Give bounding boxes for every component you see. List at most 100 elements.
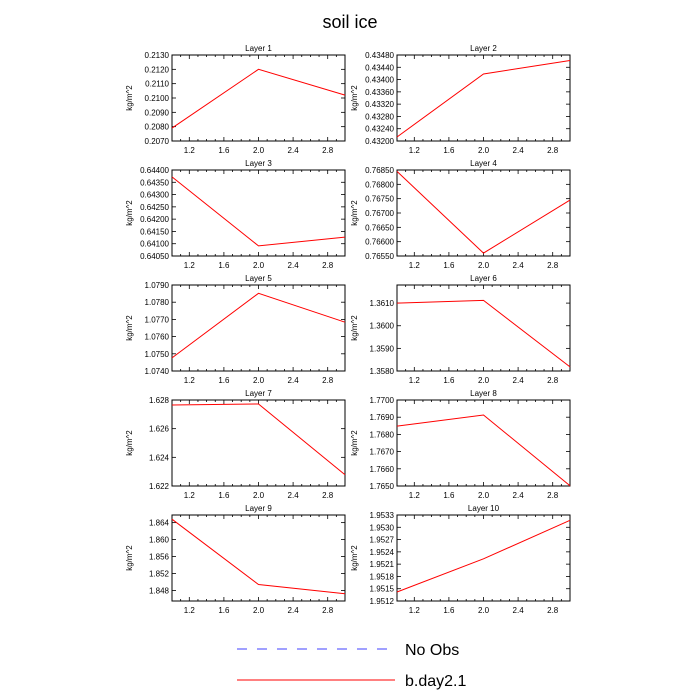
y-tick-label: 0.76800 [365,180,394,189]
panel-layer-7: Layer 7 kg/m^2 1.2 1.6 2.0 2.4 2.8 1.622 1.624 1.… [125,389,346,500]
plot-frame [171,399,346,487]
y-tick-label: 1.9530 [370,523,395,532]
y-tick-label: 0.43280 [365,112,394,121]
y-tick-label: 1.9524 [370,548,395,557]
y-tick-label: 0.76600 [365,238,394,247]
x-tick-label: 1.2 [409,376,421,385]
x-tick-label: 2.8 [547,606,559,615]
y-tick-label: 1.9515 [370,585,395,594]
panel-layer-1: Layer 1 kg/m^2 1.2 1.6 2.0 2.4 2.8 0.2070 0.2080… [125,44,346,155]
x-tick-label: 1.6 [443,261,455,270]
panel-title: Layer 2 [470,44,497,53]
panel-title: Layer 7 [245,389,272,398]
panel-title: Layer 8 [470,389,497,398]
y-tick-label: 0.43480 [365,51,394,60]
panel-layer-6: Layer 6 kg/m^2 1.2 1.6 2.0 2.4 2.8 1.3580 1.3590… [350,274,571,385]
y-tick-label: 0.64150 [140,227,169,236]
y-tick-label: 1.3580 [370,367,395,376]
x-tick-label: 2.4 [288,606,300,615]
y-tick-label: 1.9512 [370,597,395,606]
y-tick-label: 1.7660 [370,465,395,474]
y-tick-label: 1.624 [149,453,170,462]
y-tick-label: 1.0750 [145,350,170,359]
x-tick-label: 2.0 [253,491,265,500]
x-tick-label: 2.4 [513,261,525,270]
panel-layer-3: Layer 3 kg/m^2 1.2 1.6 2.0 2.4 2.8 0.64050 0.641… [125,159,346,270]
y-tick-label: 1.0760 [145,333,170,342]
y-axis-label: kg/m^2 [125,85,134,111]
x-tick-label: 2.4 [288,146,300,155]
x-tick-label: 2.0 [478,376,490,385]
y-tick-label: 0.64250 [140,203,169,212]
y-tick-label: 0.76750 [365,195,394,204]
x-tick-label: 2.4 [288,261,300,270]
x-tick-label: 2.0 [478,491,490,500]
plot-frame [396,54,571,142]
panel-title: Layer 3 [245,159,272,168]
x-tick-label: 1.6 [218,146,230,155]
panel-title: Layer 4 [470,159,497,168]
x-tick-label: 2.0 [478,261,490,270]
y-axis-label: kg/m^2 [125,315,134,341]
y-tick-label: 1.9533 [370,511,395,520]
series-line-b-day2-1 [396,299,571,368]
series-line-b-day2-1 [171,68,346,129]
series-line-b-day2-1 [171,403,346,476]
x-tick-label: 2.8 [547,376,559,385]
y-tick-label: 1.0740 [145,367,170,376]
series-line-b-day2-1 [396,519,571,593]
y-tick-label: 1.864 [149,519,170,528]
x-tick-label: 2.4 [288,491,300,500]
x-tick-label: 2.0 [253,261,265,270]
x-tick-label: 2.4 [513,491,525,500]
y-tick-label: 1.9518 [370,572,395,581]
figure-title: soil ice [322,12,377,32]
y-tick-label: 1.9521 [370,560,395,569]
y-tick-label: 1.9527 [370,536,395,545]
y-tick-label: 0.2130 [145,51,170,60]
x-tick-label: 1.2 [184,146,196,155]
plot-frame [396,399,571,487]
y-axis-label: kg/m^2 [350,430,359,456]
series-line-b-day2-1 [396,60,571,138]
y-axis-label: kg/m^2 [350,200,359,226]
x-tick-label: 2.8 [322,491,334,500]
y-tick-label: 0.76550 [365,252,394,261]
y-tick-label: 1.3590 [370,344,395,353]
plot-frame [396,284,571,372]
panel-layer-8: Layer 8 kg/m^2 1.2 1.6 2.0 2.4 2.8 1.7650 1.7660… [350,389,571,500]
panel-layer-10: Layer 10 kg/m^2 1.2 1.6 2.0 2.4 2.8 1.9512 1.951… [350,504,571,615]
y-axis-label: kg/m^2 [350,315,359,341]
y-tick-label: 0.2110 [145,80,169,89]
y-tick-label: 0.43240 [365,125,394,134]
y-tick-label: 0.64050 [140,252,169,261]
x-tick-label: 2.0 [478,146,490,155]
x-tick-label: 2.0 [253,606,265,615]
panel-layer-9: Layer 9 kg/m^2 1.2 1.6 2.0 2.4 2.8 1.848 1.852 1.… [125,504,346,615]
y-tick-label: 0.2100 [145,94,170,103]
y-axis-label: kg/m^2 [350,85,359,111]
plot-frame [171,54,346,142]
series-line-b-day2-1 [396,414,571,487]
y-tick-label: 1.628 [149,396,170,405]
y-tick-label: 1.848 [149,586,170,595]
y-tick-label: 0.2120 [145,65,170,74]
y-tick-label: 0.76650 [365,223,394,232]
x-tick-label: 1.2 [184,261,196,270]
panel-title: Layer 5 [245,274,272,283]
x-tick-label: 2.4 [513,606,525,615]
y-tick-label: 0.64100 [140,240,169,249]
legend-no-obs-label: No Obs [405,642,459,659]
panel-title: Layer 1 [245,44,272,53]
plot-frame [396,514,571,602]
legend: No Obs b.day2.1 [237,642,466,690]
y-axis-label: kg/m^2 [350,545,359,571]
y-tick-label: 0.64400 [140,166,169,175]
x-tick-label: 1.2 [409,261,421,270]
y-tick-label: 0.43440 [365,63,394,72]
x-tick-label: 1.2 [409,491,421,500]
y-tick-label: 0.43200 [365,137,394,146]
panel-title: Layer 6 [470,274,497,283]
x-tick-label: 2.8 [547,261,559,270]
y-tick-label: 1.7670 [370,448,395,457]
